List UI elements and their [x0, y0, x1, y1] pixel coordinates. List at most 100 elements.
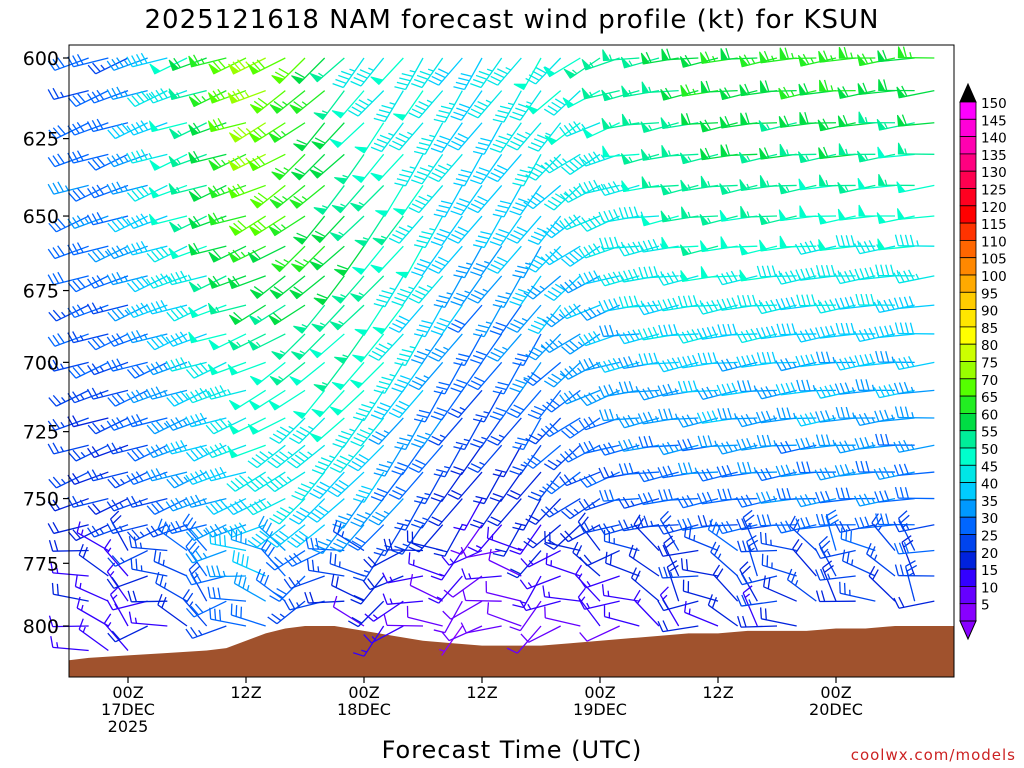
- colorbar-swatch: [959, 101, 977, 120]
- wind-barb: [185, 444, 227, 462]
- wind-barb: [877, 146, 915, 159]
- x-tick-label: 18DEC: [337, 700, 391, 719]
- wind-barb: [660, 87, 699, 101]
- wind-barb: [450, 185, 483, 216]
- wind-barb: [492, 444, 522, 478]
- wind-barb: [67, 90, 109, 108]
- wind-barb: [228, 57, 266, 75]
- wind-barb: [640, 149, 679, 161]
- wind-barb: [796, 294, 837, 307]
- wind-barb: [699, 119, 738, 133]
- wind-barb: [408, 444, 444, 473]
- wind-barb: [247, 444, 286, 469]
- wind-barb: [87, 497, 129, 515]
- wind-barb: [858, 204, 896, 217]
- wind-barb: [382, 572, 424, 584]
- x-tick-label: 00Z: [584, 683, 615, 702]
- wind-barb: [209, 532, 247, 552]
- wind-barb: [470, 498, 503, 529]
- wind-barb: [487, 57, 522, 86]
- wind-barb: [67, 361, 109, 379]
- wind-barb: [78, 618, 109, 652]
- wind-barb: [107, 625, 148, 643]
- wind-barb: [618, 295, 660, 309]
- wind-barb: [283, 598, 325, 611]
- wind-barb: [67, 495, 109, 508]
- wind-barb: [289, 361, 326, 386]
- wind-barb: [817, 212, 856, 225]
- wind-barb: [126, 184, 168, 202]
- wind-barb: [450, 361, 483, 393]
- wind-barb: [577, 587, 601, 627]
- wind-barb: [523, 184, 562, 210]
- wind-barb: [78, 543, 109, 577]
- colorbar-label: 145: [981, 113, 1007, 129]
- wind-barb: [430, 389, 463, 421]
- wind-barb: [247, 245, 286, 263]
- y-tick-label: 650: [23, 206, 59, 228]
- wind-barb: [306, 558, 345, 577]
- wind-barb: [126, 329, 168, 344]
- wind-barb: [618, 381, 660, 394]
- wind-barb: [759, 80, 797, 93]
- wind-barb: [737, 540, 778, 553]
- wind-barb: [350, 417, 385, 447]
- wind-barb: [227, 444, 266, 459]
- wind-barb: [602, 49, 640, 62]
- wind-barb: [755, 299, 797, 315]
- colorbar-swatch: [959, 170, 977, 189]
- wind-barb: [878, 173, 915, 187]
- wind-barb: [411, 57, 444, 89]
- wind-barb: [602, 145, 640, 158]
- wind-barb: [581, 122, 620, 139]
- wind-barb: [388, 122, 424, 151]
- wind-barb: [572, 541, 601, 577]
- colorbar-label: 35: [981, 494, 998, 510]
- wind-barb: [205, 523, 247, 538]
- wind-barb: [857, 150, 896, 163]
- colorbar-swatch: [959, 309, 977, 328]
- wind-barb: [794, 328, 837, 343]
- wind-barb: [288, 417, 326, 444]
- wind-barb: [776, 323, 817, 336]
- wind-barb: [409, 574, 443, 602]
- wind-barb: [838, 143, 876, 156]
- wind-barb: [759, 239, 797, 252]
- wind-barb: [334, 153, 365, 185]
- colorbar-swatch: [959, 447, 977, 466]
- wind-barb: [334, 333, 365, 365]
- wind-barb: [188, 215, 227, 229]
- wind-barb: [165, 417, 207, 431]
- wind-barb: [509, 185, 542, 216]
- wind-barb: [542, 389, 581, 413]
- wind-barb: [663, 535, 680, 577]
- colorbar-label: 70: [981, 373, 998, 389]
- wind-barb: [188, 304, 227, 319]
- wind-barb: [372, 215, 404, 246]
- wind-barb: [267, 600, 306, 625]
- colorbar-swatch: [959, 551, 977, 570]
- wind-barb: [579, 215, 620, 232]
- wind-barb: [527, 215, 562, 246]
- wind-barb: [370, 389, 404, 420]
- wind-barb: [373, 444, 404, 477]
- wind-barb: [543, 90, 581, 116]
- colorbar-label: 135: [981, 148, 1007, 164]
- wind-barb: [513, 57, 542, 91]
- wind-barb: [291, 153, 326, 181]
- wind-barb: [875, 513, 915, 526]
- wind-barb: [815, 351, 856, 364]
- wind-barb: [797, 151, 837, 163]
- wind-barb: [716, 270, 758, 286]
- colorbar-swatch: [959, 378, 977, 397]
- wind-barb: [835, 487, 876, 500]
- x-tick-label: 2025: [108, 717, 149, 736]
- wind-barb: [433, 444, 463, 478]
- wind-barb: [525, 498, 562, 526]
- wind-barb: [126, 524, 168, 542]
- wind-barb: [579, 471, 620, 488]
- wind-barb: [413, 471, 444, 505]
- x-tick-label: 12Z: [702, 683, 733, 702]
- colorbar-swatch: [959, 534, 977, 553]
- wind-barb: [740, 112, 778, 125]
